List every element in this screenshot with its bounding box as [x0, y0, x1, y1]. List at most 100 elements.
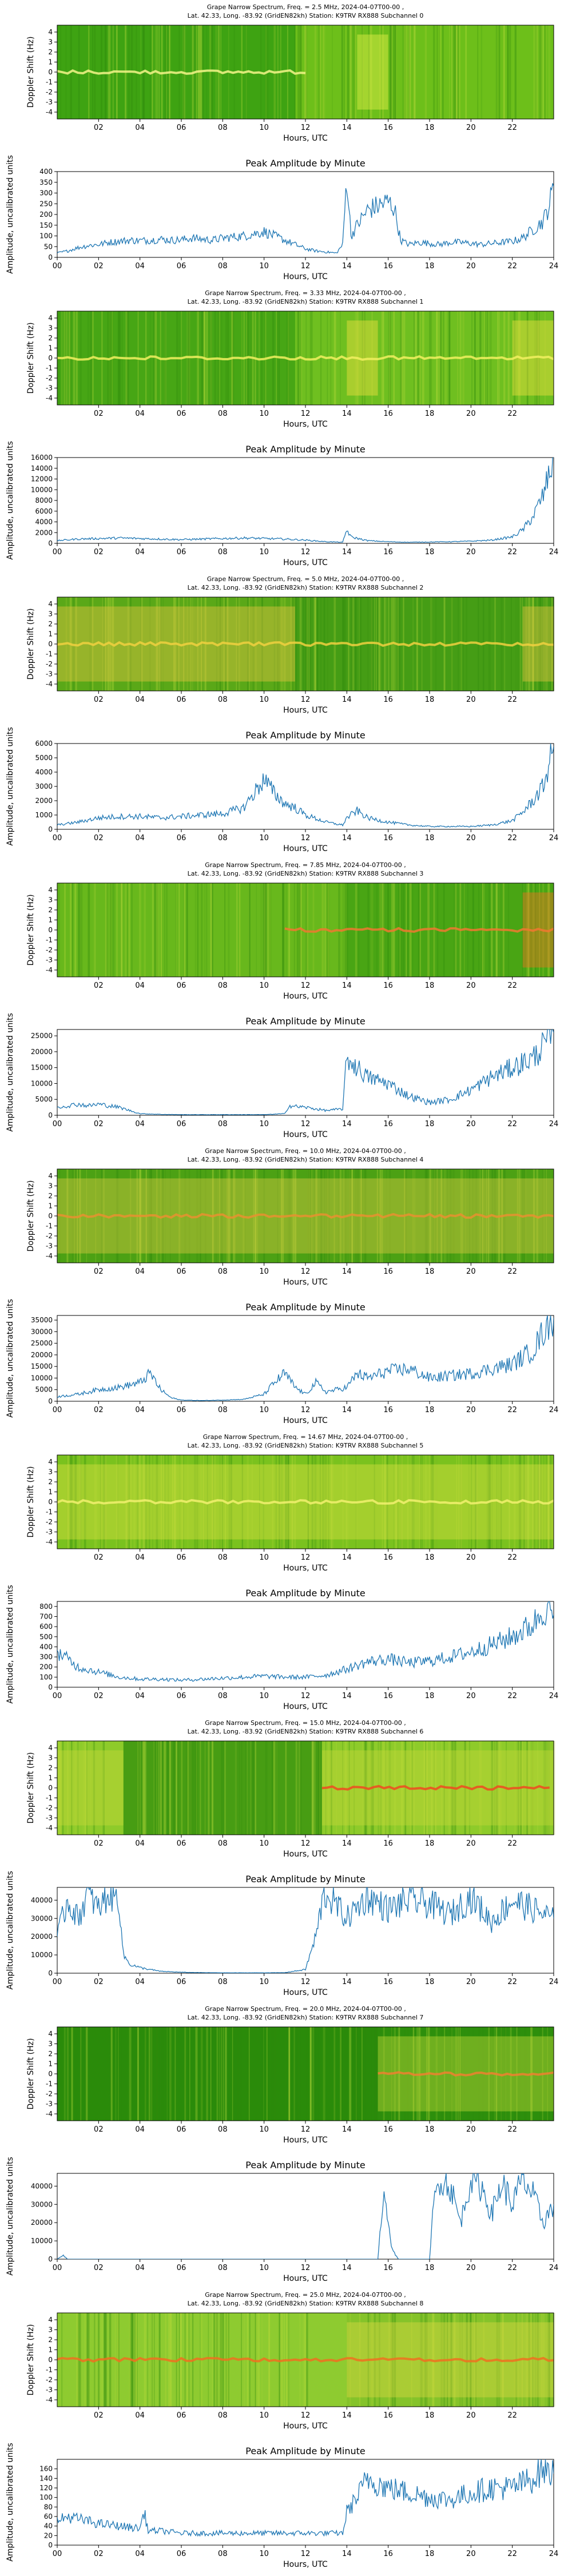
spectrum-stripe: [154, 311, 157, 405]
amplitude-y-tick-label: 35000: [31, 1316, 53, 1324]
spectrum-stripe: [121, 2027, 122, 2121]
spectrum-stripe: [176, 883, 177, 977]
spectrum-stripe: [259, 2313, 260, 2407]
spectrum-stripe: [455, 25, 458, 119]
spectrum-stripe: [85, 1741, 86, 1835]
spectrum-x-tick-label: 16: [383, 1267, 393, 1276]
spectrum-stripe: [212, 1741, 213, 1835]
amplitude-x-tick-label: 18: [425, 2264, 435, 2272]
spectrum-stripe: [542, 25, 545, 119]
spectrum-stripe: [382, 1455, 383, 1549]
spectrum-stripe: [211, 883, 213, 977]
spectrum-stripe: [137, 2027, 139, 2121]
spectrum-stripe: [404, 25, 407, 119]
spectrum-stripe: [466, 2313, 468, 2407]
spectrum-stripe: [279, 2313, 281, 2407]
spectrum-stripe: [545, 25, 547, 119]
amplitude-frame: [57, 1029, 554, 1116]
spectrum-x-tick-label: 04: [135, 981, 145, 990]
spectrum-x-tick-label: 18: [425, 1267, 435, 1276]
spectrum-x-tick-label: 20: [466, 2125, 476, 2134]
spectrum-stripe: [261, 311, 263, 405]
spectrum-stripe: [351, 1169, 353, 1263]
spectrum-stripe: [72, 883, 73, 977]
spectrum-stripe: [160, 883, 162, 977]
amplitude-panel-0: Peak Amplitude by Minute 0 50 100 150 200 250 3…: [6, 155, 558, 281]
doppler-tick-label: 1: [48, 1488, 53, 1496]
doppler-tick-label: 2: [48, 2336, 53, 2344]
spectrum-stripe: [75, 597, 77, 691]
spectrum-stripe: [158, 1741, 160, 1835]
amplitude-x-tick-label: 12: [301, 2550, 311, 2558]
spectrum-stripe: [371, 597, 373, 691]
spectrum-stripe: [120, 883, 121, 977]
amplitude-x-tick-label: 10: [259, 1692, 269, 1700]
spectrum-stripe: [239, 1741, 240, 1835]
spectrum-title: Grape Narrow Spectrum, Freq. = 25.0 MHz,…: [205, 2291, 406, 2299]
amplitude-y-tick-label: 25000: [31, 1032, 53, 1040]
amplitude-x-tick-label: 12: [301, 1692, 311, 1700]
amplitude-x-tick-label: 06: [177, 1978, 186, 1986]
doppler-tick-label: -1: [46, 1794, 53, 1802]
spectrum-stripe: [298, 1741, 301, 1835]
spectrum-stripe: [254, 2313, 255, 2407]
spectrum-stripe: [271, 1741, 274, 1835]
amplitude-y-tick-label: 1000: [35, 811, 53, 819]
spectrum-stripe: [210, 883, 212, 977]
doppler-tick-label: 4: [48, 1172, 53, 1180]
spectrum-x-label: Hours, UTC: [283, 706, 328, 715]
spectrum-stripe: [142, 1741, 144, 1835]
spectrum-stripe: [235, 1741, 237, 1835]
spectrum-stripe: [80, 2027, 81, 2121]
amplitude-y-tick-label: 5000: [35, 1095, 53, 1103]
amplitude-y-label: Amplitude, uncalibrated units: [6, 727, 15, 846]
spectrum-stripe: [180, 2313, 182, 2407]
spectrum-stripe: [138, 1741, 140, 1835]
doppler-tick-label: 3: [48, 1468, 53, 1476]
spectrum-x-tick-label: 04: [135, 1839, 145, 1848]
spectrum-stripe: [100, 25, 102, 119]
spectrum-y-label: Doppler Shift (Hz): [26, 1180, 35, 1252]
spectrum-x-tick-label: 12: [301, 981, 311, 990]
spectrum-x-tick-label: 08: [218, 2125, 228, 2134]
spectrum-stripe: [451, 25, 452, 119]
spectrum-stripe: [245, 1741, 247, 1835]
spectrum-stripe: [221, 1741, 223, 1835]
spectrum-x-tick-label: 02: [94, 1267, 104, 1276]
spectrum-stripe: [82, 1741, 84, 1835]
spectrum-stripe: [239, 883, 240, 977]
spectrum-stripe: [380, 25, 382, 119]
spectrum-stripe: [349, 2313, 351, 2407]
spectrum-stripe: [408, 25, 410, 119]
amplitude-x-tick-label: 08: [218, 1692, 228, 1700]
spectrum-stripe: [249, 883, 251, 977]
amplitude-y-label: Amplitude, uncalibrated units: [6, 2157, 15, 2276]
spectrum-stripe: [297, 2027, 299, 2121]
amplitude-x-tick-label: 08: [218, 2264, 228, 2272]
spectrum-stripe: [209, 25, 212, 119]
spectrum-stripe: [206, 2027, 208, 2121]
spectrum-stripe: [104, 1455, 106, 1549]
spectrum-stripe: [197, 883, 199, 977]
spectrum-stripe: [470, 2313, 472, 2407]
amplitude-x-tick-label: 24: [549, 262, 559, 271]
spectrum-stripe: [102, 1741, 105, 1835]
spectrum-stripe: [331, 1741, 332, 1835]
spectrum-stripe: [541, 2313, 542, 2407]
spectrum-stripe: [458, 1455, 459, 1549]
spectrum-stripe: [288, 2027, 290, 2121]
amplitude-y-tick-label: 60: [44, 2513, 53, 2521]
spectrum-x-tick-label: 08: [218, 1553, 228, 1562]
doppler-tick-label: 2: [48, 1764, 53, 1772]
amplitude-x-tick-label: 04: [135, 548, 145, 556]
spectrum-stripe: [288, 2027, 291, 2121]
spectrum-stripe: [426, 25, 427, 119]
spectrum-stripe: [160, 1169, 161, 1263]
amplitude-y-tick-label: 120: [39, 2484, 53, 2492]
spectrum-stripe: [453, 883, 456, 977]
spectrum-stripe: [271, 2027, 273, 2121]
spectrum-stripe: [240, 2027, 242, 2121]
spectrum-stripe: [79, 883, 82, 977]
amplitude-y-tick-label: 2000: [35, 797, 53, 805]
spectrum-stripe: [239, 883, 241, 977]
